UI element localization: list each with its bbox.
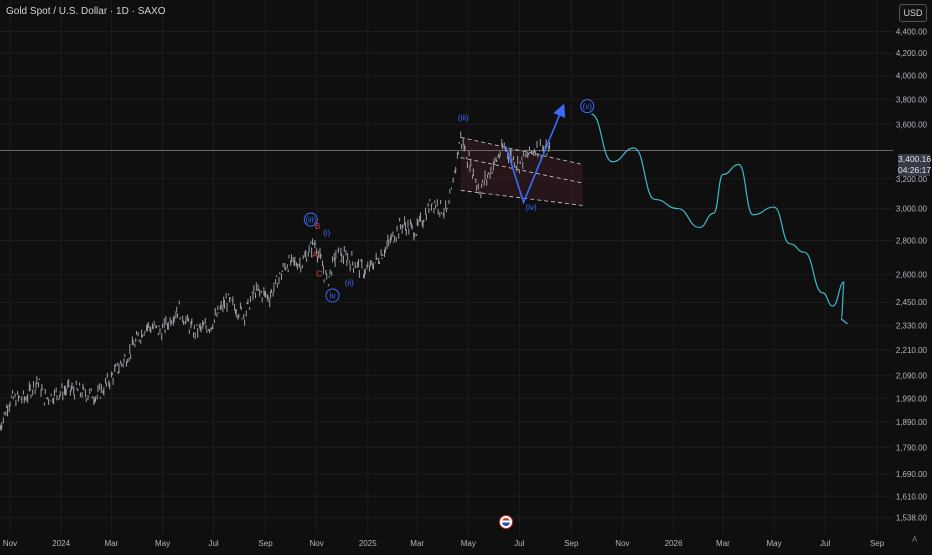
- wave-label: (ii): [345, 279, 354, 288]
- wave-label: (iv): [526, 203, 537, 212]
- y-tick-label: 2,210.00: [896, 346, 928, 355]
- y-tick-label: 4,200.00: [896, 49, 928, 58]
- wave-label: (iii): [458, 113, 469, 122]
- x-tick-label: May: [461, 539, 476, 548]
- us-flag-icon[interactable]: [499, 515, 513, 529]
- x-tick-label: Jul: [514, 539, 524, 548]
- y-tick-label: 1,890.00: [896, 418, 928, 427]
- x-tick-label: Nov: [310, 539, 324, 548]
- y-tick-label: 2,090.00: [896, 372, 928, 381]
- y-tick-label: 2,450.00: [896, 298, 928, 307]
- symbol-title: Gold Spot / U.S. Dollar · 1D · SAXO: [6, 6, 166, 17]
- wave-label: A: [312, 250, 318, 259]
- price-axis[interactable]: 4,400.00 4,200.00 4,000.00 3,800.00 3,600.00…: [893, 0, 932, 550]
- y-tick-label: 1,610.00: [896, 492, 928, 501]
- time-axis-bg: [0, 535, 932, 550]
- x-tick-label: Sep: [258, 539, 273, 548]
- current-price-badge: 3,400.16 04:26:17: [898, 154, 932, 176]
- channel-fill: [460, 137, 584, 206]
- y-tick-label: 2,330.00: [896, 321, 928, 330]
- wave-label-circle: [580, 99, 595, 114]
- wave-label: (i): [323, 229, 330, 238]
- y-tick-label: 3,600.00: [896, 120, 928, 129]
- label-layer: (iii)B(i)AC(ii)iv(iii)(iv)(v): [303, 99, 595, 303]
- wave-label: (v): [583, 102, 593, 111]
- wave-label: C: [316, 270, 322, 279]
- y-tick-label: 3,200.00: [896, 175, 928, 184]
- forecast-layer: [505, 103, 848, 325]
- x-tick-label: Sep: [870, 539, 885, 548]
- x-tick-label: Sep: [564, 539, 579, 548]
- x-tick-label: 2025: [359, 539, 377, 548]
- currency-button[interactable]: USD: [899, 4, 927, 22]
- x-tick-label: Nov: [615, 539, 629, 548]
- price-layer: [0, 131, 893, 431]
- channel-layer: [460, 136, 584, 206]
- auto-scale-button[interactable]: A: [912, 535, 918, 544]
- y-tick-label: 3,800.00: [896, 95, 928, 104]
- wave-label-circle: [325, 288, 340, 303]
- bar-countdown-label: 04:26:17: [898, 165, 932, 175]
- x-tick-label: Jul: [820, 539, 830, 548]
- forecast-path-line: [591, 113, 848, 325]
- y-tick-label: 1,690.00: [896, 470, 928, 479]
- impulse-projection-arrow: [505, 103, 566, 205]
- grid-layer: [0, 0, 893, 535]
- wave-label: iv: [330, 291, 336, 300]
- x-tick-label: Nov: [3, 539, 17, 548]
- x-tick-label: May: [155, 539, 170, 548]
- wave-label: B: [315, 222, 320, 231]
- y-tick-label: 1,990.00: [896, 394, 928, 403]
- x-tick-label: Mar: [716, 539, 730, 548]
- time-axis[interactable]: Nov 2024 Mar May Jul Sep Nov 2025 Mar May Jul Sep No…: [0, 535, 932, 550]
- x-tick-label: Mar: [105, 539, 119, 548]
- wave-label-circle: [303, 212, 318, 227]
- y-tick-label: 2,600.00: [896, 271, 928, 280]
- wave-label: (iii): [305, 216, 316, 225]
- y-tick-label: 3,000.00: [896, 205, 928, 214]
- y-tick-label: 1,538.00: [896, 513, 928, 522]
- y-tick-label: 2,800.00: [896, 236, 928, 245]
- y-tick-label: 1,790.00: [896, 443, 928, 452]
- y-tick-label: 4,400.00: [896, 28, 928, 37]
- x-tick-label: 2026: [665, 539, 683, 548]
- current-price-label: 3,400.16: [898, 154, 932, 164]
- x-tick-label: Jul: [208, 539, 218, 548]
- price-axis-bg: [893, 0, 932, 550]
- x-tick-label: Mar: [410, 539, 424, 548]
- x-tick-label: May: [766, 539, 781, 548]
- x-tick-label: 2024: [52, 539, 70, 548]
- y-tick-label: 4,000.00: [896, 72, 928, 81]
